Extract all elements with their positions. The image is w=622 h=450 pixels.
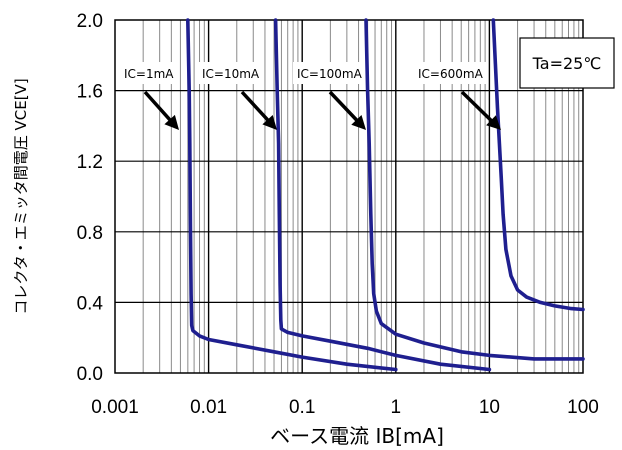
plot-frame — [114, 19, 584, 374]
y-axis-label: コレクタ・エミッタ間電圧 VCE[V] — [12, 78, 30, 314]
x-tick-label: 10 — [479, 397, 500, 418]
x-tick-label: 0.001 — [91, 397, 139, 418]
annotation-arrow-head — [164, 114, 179, 130]
x-tick-label: 1 — [391, 397, 402, 418]
annotation-bg — [293, 62, 365, 84]
condition-box: Ta=25℃ — [519, 37, 615, 89]
condition-box-frame — [519, 37, 615, 89]
annotation-arrow-shaft — [328, 90, 360, 124]
annotation-arrow-shaft — [143, 90, 173, 123]
y-tick-label: 0.8 — [77, 223, 103, 244]
tick-labels: 0.001 0.01 0.1 1 10 100 0.0 0.4 0.8 1.2 1.6 2.0 — [77, 11, 599, 418]
y-tick-label: 0.0 — [77, 364, 103, 385]
annotation-bg — [120, 62, 174, 84]
annotation-label: IC=10mA — [202, 67, 260, 81]
annotation-label: IC=600mA — [418, 67, 484, 81]
annotation-arrow-shaft — [460, 90, 495, 124]
annotation-label: IC=1mA — [124, 67, 174, 81]
x-tick-label: 0.1 — [289, 397, 315, 418]
series-line-1 — [186, 18, 398, 372]
x-tick-label: 0.01 — [190, 397, 227, 418]
y-tick-label: 2.0 — [77, 11, 103, 32]
y-tick-label: 1.6 — [77, 82, 103, 103]
annotation-arrow-shaft — [240, 90, 271, 124]
x-tick-label: 100 — [567, 397, 599, 418]
annotation-bg — [414, 62, 488, 84]
series-layer — [186, 18, 585, 372]
annotation-label: IC=100mA — [297, 67, 363, 81]
series-line-4 — [491, 18, 585, 312]
annotation-arrow-head — [351, 115, 366, 130]
annotation-bg — [198, 62, 264, 84]
annotation-layer: IC=1mA IC=10mA IC=100mA IC=600mA — [120, 62, 501, 130]
annotation-arrow-head — [486, 115, 501, 130]
series-line-3 — [364, 18, 585, 361]
y-tick-label: 1.2 — [77, 152, 103, 173]
annotation-arrow-head — [262, 115, 277, 130]
condition-label: Ta=25℃ — [532, 54, 602, 73]
series-line-2 — [273, 18, 492, 372]
x-axis-label: ベース電流 IB[mA] — [270, 424, 444, 448]
y-tick-label: 0.4 — [77, 293, 104, 314]
